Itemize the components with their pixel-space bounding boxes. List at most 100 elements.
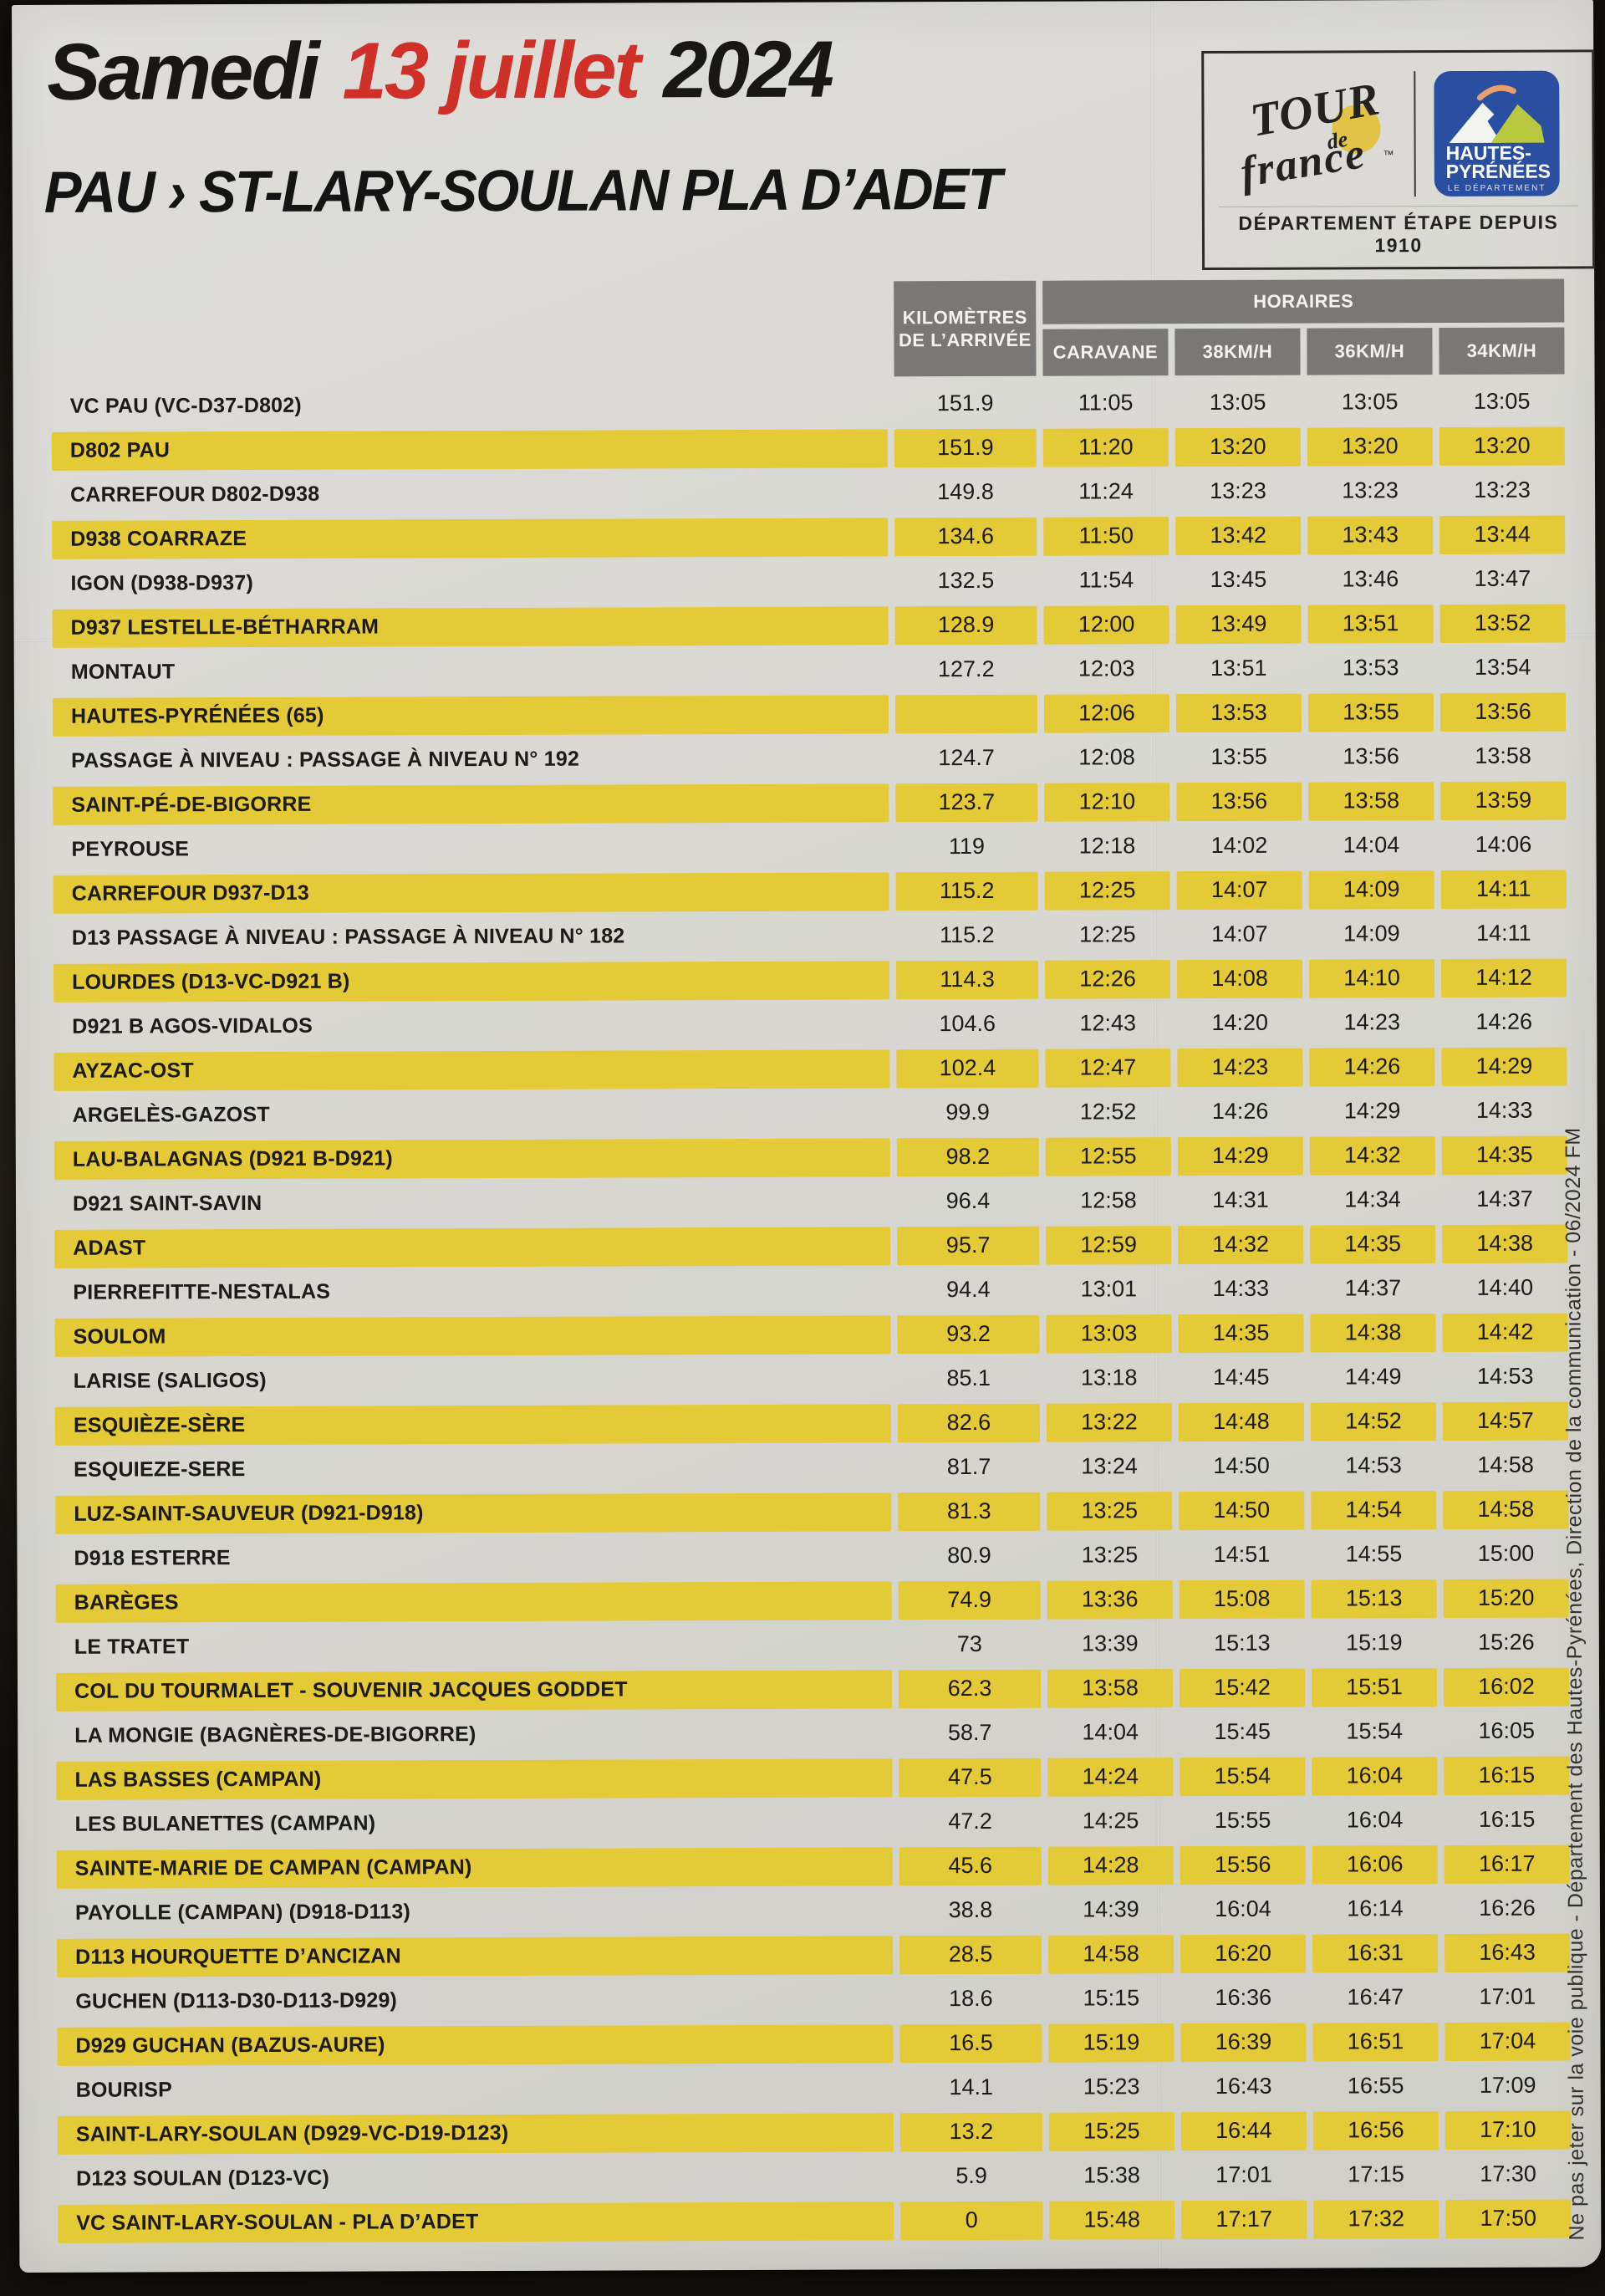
time-cell: 14:51 [1213,1541,1271,1567]
time-cell: 11:20 [1042,427,1169,467]
time-cell: 14:40 [1476,1274,1534,1300]
location-cell: SAINT-LARY-SOULAN (D929-VC-D19-D123) [57,2112,894,2155]
time-cell: 14:54 [1311,1490,1437,1530]
time-cell: 16:04 [1312,1756,1438,1796]
location-cell: VC SAINT-LARY-SOULAN - PLA D’ADET [58,2201,894,2243]
time-cell: 13:22 [1046,1402,1173,1442]
location-cell: D937 LESTELLE-BÉTHARRAM [52,605,889,648]
logo-divider [1414,70,1416,196]
time-cell: 13:54 [1474,654,1531,680]
km-cell: 95.7 [897,1226,1040,1265]
time-cell: 12:00 [1043,605,1169,645]
time-cell: 14:23 [1177,1048,1303,1087]
location-cell: LAU-BALAGNAS (D921 B-D921) [54,1137,890,1180]
time-cell: 13:49 [1175,605,1302,644]
time-cell: 12:25 [1044,870,1170,911]
table-row: D802 PAU 151.9 11:20 13:20 13:20 13:20 [51,424,1565,473]
time-cell: 15:19 [1048,2023,1174,2063]
time-cell: 12:03 [1078,656,1135,681]
time-cell: 16:36 [1215,1984,1272,2010]
km-cell: 93.2 [897,1314,1040,1354]
time-cell: 14:32 [1309,1135,1435,1176]
time-cell: 13:03 [1046,1314,1172,1354]
time-cell: 16:51 [1312,2022,1439,2062]
time-cell: 14:35 [1441,1135,1567,1175]
logo-caption: DÉPARTEMENT ÉTAPE DEPUIS 1910 [1218,205,1579,258]
tdf-trademark: ™ [1383,148,1394,161]
table-row: D929 GUCHAN (BAZUS-AURE) 16.5 15:19 16:39 16… [57,2019,1571,2069]
time-cell: 13:58 [1475,742,1531,768]
km-header-line2: DE L’ARRIVÉE [898,329,1032,351]
time-cell: 14:38 [1442,1224,1568,1263]
km-cell: 127.2 [937,656,995,682]
svg-text:PYRÉNÉES: PYRÉNÉES [1446,159,1551,181]
table-row: CARREFOUR D937-D13 115.2 12:25 14:07 14:09 14… [53,867,1567,916]
time-cell: 13:44 [1439,515,1566,554]
time-cell: 11:05 [1078,390,1134,416]
time-cell: 14:04 [1082,1719,1139,1745]
table-row: D938 COARRAZE 134.6 11:50 13:42 13:43 13:44 [52,513,1566,562]
time-cell: 16:43 [1444,1933,1571,1972]
km-cell: 99.9 [945,1099,990,1125]
km-cell [894,694,1038,733]
date-prefix: Samedi [47,26,318,117]
km-cell: 16.5 [899,2023,1042,2063]
location-cell: ESQUIÈZE-SÈRE [54,1403,892,1446]
location-cell: D938 COARRAZE [52,517,889,559]
time-cell: 13:56 [1176,782,1302,821]
time-cell: 14:24 [1047,1757,1174,1797]
time-cell: 13:56 [1439,692,1567,732]
table-row: D921 B AGOS-VIDALOS 104.6 12:43 14:20 14:23 1… [54,1000,1567,1049]
km-cell: 18.6 [948,1985,993,2012]
km-cell: 149.8 [937,478,994,505]
time-cell: 15:54 [1180,1757,1306,1796]
time-cell: 14:06 [1475,831,1532,857]
location-cell: GUCHEN (D113-D30-D113-D929) [75,1988,398,2013]
table-row: ADAST 95.7 12:59 14:32 14:35 14:38 [54,1222,1568,1271]
km-cell: 104.6 [939,1010,996,1037]
km-cell: 80.9 [947,1542,991,1569]
time-cell: 16:56 [1312,2110,1439,2151]
table-row: BOURISP 14.1 15:23 16:43 16:55 17:09 [58,2064,1571,2113]
km-cell: 96.4 [945,1187,991,1214]
time-cell: 15:55 [1214,1807,1271,1833]
km-column-header: KILOMÈTRES DE L’ARRIVÉE [894,280,1037,377]
location-cell: BOURISP [75,2078,173,2102]
table-row: BARÈGES 74.9 13:36 15:08 15:13 15:20 [55,1576,1569,1625]
time-cell: 17:04 [1444,2022,1571,2061]
time-cell: 11:50 [1043,516,1169,556]
time-cell: 13:45 [1210,566,1267,592]
speed34-column-header: 34KM/H [1439,327,1565,375]
table-row: SAINT-PÉ-DE-BIGORRE 123.7 12:10 13:56 13:58 1… [53,778,1567,828]
time-cell: 17:32 [1313,2199,1439,2239]
time-cell: 15:25 [1048,2111,1174,2151]
location-cell: CARREFOUR D937-D13 [53,871,889,914]
time-cell: 14:02 [1210,832,1268,858]
km-cell: 5.9 [955,2162,987,2189]
time-cell: 16:39 [1180,2023,1307,2062]
time-cell: 13:36 [1047,1579,1173,1620]
table-row: D13 PASSAGE À NIVEAU : PASSAGE À NIVEAU … [54,911,1567,961]
time-cell: 17:50 [1445,2199,1572,2238]
time-cell: 13:52 [1439,604,1566,643]
km-cell: 115.2 [895,871,1038,911]
time-cell: 12:58 [1080,1187,1137,1213]
location-cell: SOULOM [54,1314,891,1357]
time-cell: 17:10 [1444,2110,1571,2150]
time-cell: 16:55 [1347,2073,1404,2099]
table-row: LE TRATET 73 13:39 15:13 15:19 15:26 [56,1620,1569,1670]
km-cell: 85.1 [946,1365,991,1391]
time-cell: 17:01 [1215,2161,1272,2187]
time-cell: 13:25 [1081,1542,1139,1568]
time-cell: 14:38 [1310,1313,1436,1353]
time-cell: 15:23 [1083,2074,1140,2100]
table-row: D918 ESTERRE 80.9 13:25 14:51 14:55 15:00 [55,1532,1568,1581]
speed36-column-header: 36KM/H [1307,328,1433,375]
time-cell: 12:47 [1045,1048,1171,1088]
km-cell: 14.1 [949,2074,994,2100]
km-cell: 38.8 [948,1896,993,1923]
time-cell: 14:50 [1179,1491,1305,1530]
location-cell: D113 HOURQUETTE D’ANCIZAN [57,1935,894,1977]
table-row: IGON (D938-D937) 132.5 11:54 13:45 13:46 13:4… [52,557,1565,606]
table-row: COL DU TOURMALET - SOUVENIR JACQUES GODD… [55,1665,1570,1714]
